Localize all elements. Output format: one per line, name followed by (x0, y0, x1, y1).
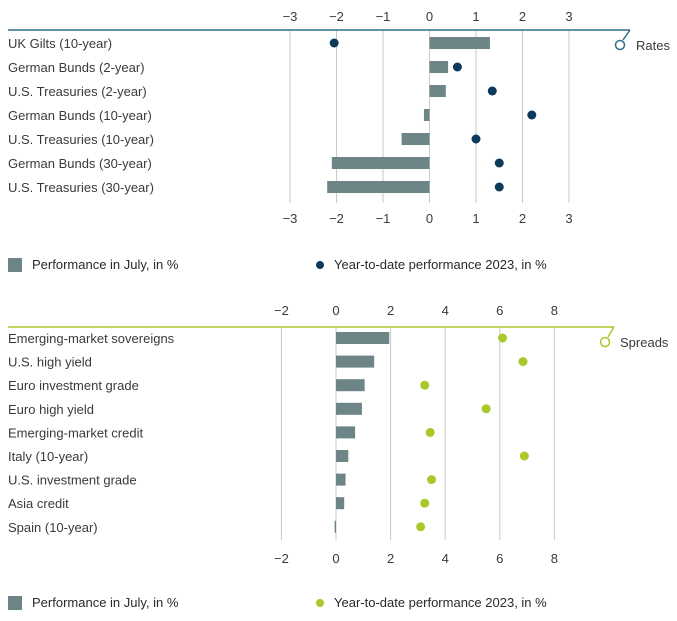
legend-dot-swatch (316, 598, 324, 607)
rates-category-label: German Bunds (2-year) (8, 60, 145, 75)
rates-axis-connector (622, 29, 631, 41)
rates-bar-july (423, 109, 430, 121)
spreads-bar-july (336, 379, 365, 392)
spreads-tick-label-bottom: 6 (496, 551, 503, 566)
rates-dot-ytd (527, 110, 537, 120)
spreads-tick-label-bottom: 8 (551, 551, 558, 566)
spreads-bar-july (336, 497, 345, 510)
legend-bar-swatch (8, 595, 22, 610)
spreads-tick-label-top: 2 (387, 303, 394, 318)
spreads-bar-july (334, 520, 336, 533)
spreads-dot-ytd (420, 498, 430, 508)
spreads-category-label: Euro high yield (8, 402, 94, 417)
legend-dot-label: Year-to-date performance 2023, in % (334, 257, 547, 272)
legend-bar-label: Performance in July, in % (32, 595, 179, 610)
rates-axis-end-circle (614, 39, 626, 51)
rates-tick-label-top: 2 (519, 9, 526, 24)
spreads-legend-dot: Year-to-date performance 2023, in % (316, 595, 547, 610)
spreads-tick-label-top: 8 (551, 303, 558, 318)
spreads-dot-ytd (420, 380, 430, 390)
rates-tick-label-top: −1 (376, 9, 391, 24)
rates-category-label: UK Gilts (10-year) (8, 36, 112, 51)
spreads-dot-ytd (416, 522, 426, 532)
spreads-dot-ytd (427, 475, 437, 485)
spreads-tick-label-top: 0 (332, 303, 339, 318)
legend-bar-label: Performance in July, in % (32, 257, 179, 272)
rates-tick-label-top: 0 (426, 9, 433, 24)
rates-bar-july (401, 133, 430, 145)
spreads-category-label: Spain (10-year) (8, 520, 98, 535)
rates-tick-label-top: 1 (472, 9, 479, 24)
rates-tick-label-top: −3 (283, 9, 298, 24)
rates-bar-july (429, 61, 449, 73)
spreads-tick-label-top: −2 (274, 303, 289, 318)
rates-tick-label-bottom: 2 (519, 211, 526, 226)
spreads-panel-title: Spreads (620, 335, 669, 350)
spreads-dot-ytd (481, 404, 491, 414)
spreads-tick-label-bottom: −2 (274, 551, 289, 566)
spreads-tick-label-bottom: 2 (387, 551, 394, 566)
legend-bar-swatch (8, 257, 22, 272)
spreads-dot-ytd (498, 333, 508, 343)
spreads-axis-connector (607, 326, 615, 338)
spreads-category-label: U.S. investment grade (8, 473, 137, 488)
rates-legend-dot: Year-to-date performance 2023, in % (316, 257, 547, 272)
spreads-bar-july (336, 450, 349, 462)
spreads-bar-july (336, 426, 356, 439)
spreads-legend-bar: Performance in July, in % (8, 595, 178, 610)
spreads-dot-ytd (425, 427, 435, 437)
spreads-dot-ytd (518, 357, 528, 367)
rates-bar-july (331, 157, 430, 169)
spreads-dot-ytd (519, 451, 529, 461)
rates-dot-ytd (452, 62, 462, 72)
spreads-category-label: Asia credit (8, 496, 69, 511)
rates-panel-title: Rates (636, 38, 670, 53)
rates-dot-ytd (494, 158, 504, 168)
rates-category-label: U.S. Treasuries (10-year) (8, 132, 154, 147)
rates-category-label: U.S. Treasuries (2-year) (8, 84, 147, 99)
spreads-tick-label-top: 6 (496, 303, 503, 318)
rates-category-label: U.S. Treasuries (30-year) (8, 180, 154, 195)
rates-tick-label-bottom: −1 (376, 211, 391, 226)
rates-bar-july (429, 85, 446, 97)
rates-bar-july (327, 181, 430, 193)
legend-dot-label: Year-to-date performance 2023, in % (334, 595, 547, 610)
spreads-bar-july (336, 355, 375, 368)
rates-tick-label-bottom: 3 (565, 211, 572, 226)
rates-dot-ytd (471, 134, 481, 144)
rates-tick-label-bottom: −2 (329, 211, 344, 226)
spreads-bar-july (336, 332, 390, 344)
rates-tick-label-top: −2 (329, 9, 344, 24)
rates-dot-ytd (487, 86, 497, 96)
spreads-category-label: U.S. high yield (8, 355, 92, 370)
spreads-category-label: Italy (10-year) (8, 449, 88, 464)
rates-tick-label-bottom: −3 (283, 211, 298, 226)
spreads-tick-label-bottom: 4 (442, 551, 449, 566)
rates-tick-label-bottom: 1 (472, 211, 479, 226)
rates-tick-label-top: 3 (565, 9, 572, 24)
rates-category-label: German Bunds (30-year) (8, 156, 152, 171)
spreads-axis-end-circle (599, 336, 611, 348)
rates-tick-label-bottom: 0 (426, 211, 433, 226)
spreads-category-label: Emerging-market credit (8, 425, 143, 440)
spreads-bar-july (336, 402, 362, 415)
rates-bar-july (429, 37, 490, 49)
rates-dot-ytd (494, 182, 504, 192)
rates-dot-ytd (329, 38, 339, 48)
spreads-bar-july (336, 473, 346, 486)
rates-category-label: German Bunds (10-year) (8, 108, 152, 123)
legend-dot-swatch (316, 260, 324, 269)
spreads-category-label: Emerging-market sovereigns (8, 331, 175, 346)
rates-legend-bar: Performance in July, in % (8, 257, 178, 272)
spreads-tick-label-bottom: 0 (332, 551, 339, 566)
spreads-tick-label-top: 4 (442, 303, 449, 318)
spreads-category-label: Euro investment grade (8, 378, 139, 393)
